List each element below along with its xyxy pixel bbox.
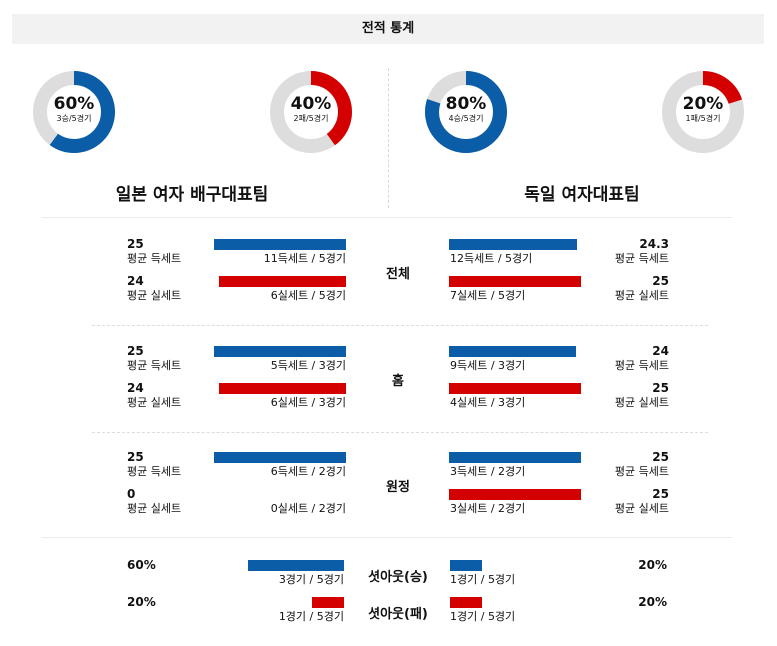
donut-sub: 3승/5경기 <box>56 114 92 123</box>
avg-win-label: 평균 득세트 <box>127 252 182 265</box>
right-shutout-text: 1경기 / 5경기 <box>450 573 516 586</box>
avg-loss-label: 평균 실세트 <box>614 396 669 409</box>
left-win-text: 6득세트 / 2경기 <box>270 465 346 478</box>
left-team-name: 일본 여자 배구대표팀 <box>115 185 269 205</box>
donut-ring <box>33 71 115 153</box>
left-win-avg: 25 <box>127 450 144 464</box>
section-divider <box>92 325 708 326</box>
right-shutout-pct: 20% <box>638 595 667 609</box>
left-win-bar <box>214 452 346 463</box>
left-loss-avg: 0 <box>127 487 136 501</box>
left-loss-text: 6실세트 / 5경기 <box>270 289 346 302</box>
right-win-avg: 24 <box>652 344 669 358</box>
avg-loss-label: 평균 실세트 <box>127 396 182 409</box>
donut-arc <box>270 71 352 153</box>
left-shutout-pct: 20% <box>127 595 156 609</box>
donut-ring <box>662 71 744 153</box>
right-win-bar <box>449 346 576 357</box>
donut-percent: 40% <box>290 94 332 114</box>
right-loss-text: 4실세트 / 3경기 <box>450 396 526 409</box>
left-win-bar <box>214 239 346 250</box>
right-loss-avg: 25 <box>652 381 669 395</box>
left-win-text: 5득세트 / 3경기 <box>270 359 346 372</box>
donut-percent: 80% <box>445 94 487 114</box>
avg-win-label: 평균 득세트 <box>127 465 182 478</box>
left-loss-bar <box>219 276 346 287</box>
right-win-bar <box>449 452 581 463</box>
right-win-text: 3득세트 / 2경기 <box>450 465 526 478</box>
right-win-avg: 25 <box>652 450 669 464</box>
left-win-donut: 60% 3승/5경기 <box>32 70 116 154</box>
left-win-avg: 25 <box>127 237 144 251</box>
left-shutout-text: 1경기 / 5경기 <box>278 610 344 623</box>
donut-arc <box>662 71 744 153</box>
center-divider <box>388 68 389 208</box>
divider <box>42 217 732 218</box>
right-loss-donut: 20% 1패/5경기 <box>661 70 745 154</box>
section-divider <box>92 432 708 433</box>
right-win-text: 12득세트 / 5경기 <box>450 252 533 265</box>
left-loss-bar <box>219 383 346 394</box>
left-shutout-bar <box>248 560 344 571</box>
right-loss-avg: 25 <box>652 487 669 501</box>
avg-loss-label: 평균 실세트 <box>614 289 669 302</box>
left-shutout-bar <box>312 597 344 608</box>
donut-ring <box>425 71 507 153</box>
right-loss-bar <box>449 383 581 394</box>
section-header: 전적 통계 <box>12 14 764 44</box>
right-team-name: 독일 여자대표팀 <box>524 185 640 205</box>
donut-arc <box>33 71 115 153</box>
right-shutout-pct: 20% <box>638 558 667 572</box>
right-loss-avg: 25 <box>652 274 669 288</box>
shutout-name: 셧아웃(패) <box>368 607 428 622</box>
right-loss-text: 3실세트 / 2경기 <box>450 502 526 515</box>
section-name: 홈 <box>392 374 404 389</box>
shutout-name: 셧아웃(승) <box>368 570 428 585</box>
left-win-avg: 25 <box>127 344 144 358</box>
right-loss-bar <box>449 276 581 287</box>
right-win-donut: 80% 4승/5경기 <box>424 70 508 154</box>
donut-percent: 60% <box>53 94 95 114</box>
avg-loss-label: 평균 실세트 <box>127 502 182 515</box>
avg-win-label: 평균 득세트 <box>127 359 182 372</box>
left-loss-text: 6실세트 / 3경기 <box>270 396 346 409</box>
right-win-bar <box>449 239 578 250</box>
right-shutout-text: 1경기 / 5경기 <box>450 610 516 623</box>
left-shutout-pct: 60% <box>127 558 156 572</box>
right-win-text: 9득세트 / 3경기 <box>450 359 526 372</box>
section-name: 전체 <box>386 267 410 282</box>
avg-loss-label: 평균 실세트 <box>614 502 669 515</box>
left-loss-avg: 24 <box>127 274 144 288</box>
left-loss-donut: 40% 2패/5경기 <box>269 70 353 154</box>
donut-sub: 4승/5경기 <box>448 114 484 123</box>
avg-win-label: 평균 득세트 <box>614 465 669 478</box>
left-shutout-text: 3경기 / 5경기 <box>278 573 344 586</box>
donut-sub: 1패/5경기 <box>685 114 721 123</box>
left-loss-text: 0실세트 / 2경기 <box>270 502 346 515</box>
section-name: 원정 <box>386 480 410 495</box>
donut-sub: 2패/5경기 <box>293 114 329 123</box>
left-loss-avg: 24 <box>127 381 144 395</box>
left-win-text: 11득세트 / 5경기 <box>263 252 346 265</box>
divider <box>42 537 732 538</box>
right-loss-bar <box>449 489 581 500</box>
donut-ring <box>270 71 352 153</box>
right-loss-text: 7실세트 / 5경기 <box>450 289 526 302</box>
left-win-bar <box>214 346 346 357</box>
right-win-avg: 24.3 <box>639 237 669 251</box>
donut-arc <box>425 71 507 153</box>
avg-loss-label: 평균 실세트 <box>127 289 182 302</box>
avg-win-label: 평균 득세트 <box>614 359 669 372</box>
right-shutout-bar <box>450 597 482 608</box>
donut-percent: 20% <box>682 94 724 114</box>
right-shutout-bar <box>450 560 482 571</box>
avg-win-label: 평균 득세트 <box>614 252 669 265</box>
